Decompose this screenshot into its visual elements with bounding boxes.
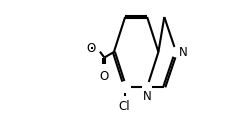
Text: O: O <box>87 42 96 55</box>
Text: O: O <box>100 70 109 83</box>
Text: Cl: Cl <box>118 100 130 113</box>
Text: N: N <box>143 90 152 103</box>
Text: N: N <box>179 46 187 58</box>
